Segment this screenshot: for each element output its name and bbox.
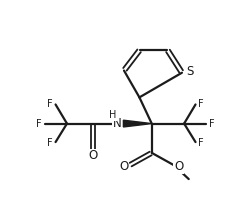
Text: S: S: [186, 65, 193, 78]
Text: F: F: [47, 99, 53, 109]
Text: F: F: [198, 138, 204, 148]
Text: N: N: [113, 117, 122, 130]
Text: F: F: [209, 119, 215, 129]
Polygon shape: [124, 120, 152, 127]
Text: H: H: [109, 110, 116, 120]
Text: F: F: [36, 119, 41, 129]
Text: O: O: [174, 160, 184, 173]
Text: F: F: [198, 99, 204, 109]
Text: O: O: [119, 160, 129, 173]
Text: F: F: [47, 138, 53, 148]
Text: O: O: [88, 150, 97, 162]
